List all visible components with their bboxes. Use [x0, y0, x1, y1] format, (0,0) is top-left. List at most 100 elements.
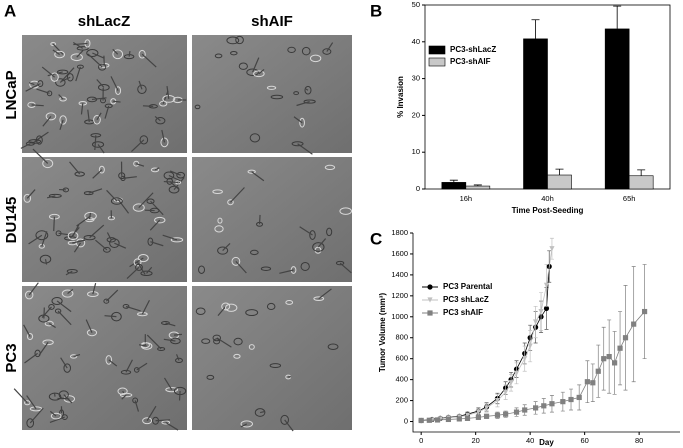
- cell-process: [49, 410, 57, 417]
- cell: [48, 303, 55, 310]
- cell: [212, 334, 222, 342]
- cell: [300, 261, 310, 272]
- cell: [74, 171, 85, 177]
- y-tick-label: 1600: [391, 249, 408, 258]
- cell: [137, 253, 149, 263]
- cell: [161, 420, 171, 425]
- micrograph: [192, 35, 352, 153]
- point: [606, 353, 612, 360]
- point: [631, 321, 637, 327]
- cell: [122, 304, 130, 309]
- cell: [238, 62, 248, 70]
- column-header: shAIF: [251, 13, 293, 30]
- cell-process: [146, 266, 153, 274]
- bar: [523, 38, 548, 190]
- cell-process: [259, 411, 265, 414]
- cell: [133, 160, 140, 167]
- cell: [84, 211, 97, 221]
- cell: [245, 309, 259, 317]
- legend-swatch: [428, 57, 446, 67]
- point: [513, 409, 520, 415]
- cell-process: [52, 49, 60, 55]
- cell-process: [318, 288, 332, 300]
- cell: [133, 258, 142, 267]
- micrograph: [192, 286, 352, 430]
- cell: [67, 240, 77, 246]
- cell: [140, 342, 153, 350]
- cell: [139, 135, 149, 145]
- point: [641, 308, 648, 315]
- cell-process: [85, 319, 93, 333]
- cell-process: [73, 354, 81, 358]
- cell: [135, 263, 143, 271]
- cell-process: [26, 189, 36, 199]
- bar: [441, 182, 467, 190]
- cell: [59, 96, 67, 102]
- point: [475, 414, 481, 420]
- cell: [76, 46, 89, 51]
- x-tick-label: 65h: [623, 194, 636, 203]
- cell: [247, 169, 256, 174]
- cell-process: [138, 192, 154, 209]
- cell: [165, 387, 179, 393]
- legend-marker: [427, 310, 433, 316]
- cell: [248, 344, 255, 350]
- cell-process: [92, 283, 97, 295]
- cell-process: [67, 288, 74, 295]
- cell: [280, 414, 289, 425]
- cell-process: [163, 180, 179, 184]
- cell: [235, 35, 244, 45]
- point: [483, 413, 490, 419]
- cell: [92, 141, 105, 148]
- cell: [112, 49, 124, 60]
- cell-process: [92, 169, 103, 179]
- x-tick-label: 80: [635, 436, 643, 445]
- cell-process: [258, 214, 261, 225]
- cell-process: [28, 82, 35, 86]
- cell-process: [166, 86, 170, 99]
- cell-process: [146, 334, 162, 350]
- cell: [161, 320, 170, 326]
- cell-process: [72, 239, 86, 244]
- cell: [86, 49, 99, 57]
- cell-process: [61, 76, 71, 82]
- cell-process: [108, 359, 118, 367]
- cell: [132, 203, 145, 212]
- cell: [26, 418, 35, 428]
- cell: [132, 397, 139, 404]
- y-tick-label: 0: [404, 417, 408, 426]
- micrograph: [22, 157, 187, 282]
- cell-process: [161, 129, 166, 143]
- cell-process: [235, 260, 247, 274]
- error-bar: [613, 5, 622, 29]
- cell-process: [125, 359, 133, 373]
- cell: [291, 141, 304, 147]
- cell: [231, 256, 241, 266]
- point: [533, 405, 539, 411]
- point: [612, 360, 618, 366]
- y-tick-label: 1800: [391, 228, 408, 237]
- cell: [93, 115, 101, 125]
- cell-process: [299, 226, 313, 236]
- y-tick-label: 10: [412, 147, 420, 156]
- cell-process: [25, 83, 41, 92]
- cell-process: [128, 51, 131, 57]
- cell: [227, 199, 234, 206]
- cell: [102, 246, 111, 253]
- cell: [115, 86, 122, 96]
- point: [560, 399, 566, 405]
- cell: [213, 338, 221, 345]
- cell-process: [38, 342, 49, 356]
- y-tick-label: 1000: [391, 312, 408, 321]
- cell-process: [104, 105, 110, 119]
- x-tick-label: 40: [526, 436, 534, 445]
- cell-process: [222, 242, 231, 251]
- cell-process: [113, 100, 121, 103]
- error-bar: [531, 19, 540, 39]
- cell: [63, 363, 71, 373]
- micrograph: [192, 157, 352, 282]
- cell: [69, 354, 78, 359]
- x-tick-label: 60: [580, 436, 588, 445]
- cell-process: [150, 241, 164, 247]
